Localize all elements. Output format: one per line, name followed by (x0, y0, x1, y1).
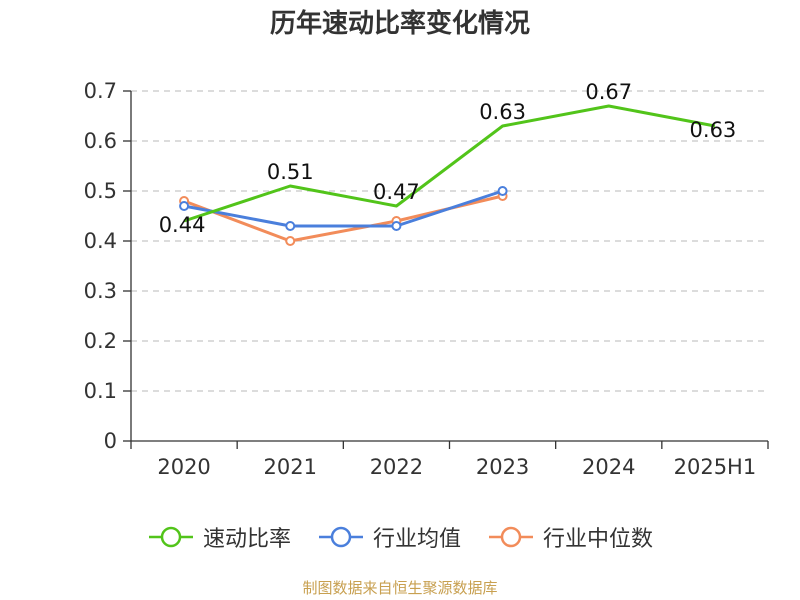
legend-marker-icon (318, 526, 363, 548)
data-label: 0.47 (373, 180, 420, 204)
legend-label: 速动比率 (202, 527, 291, 552)
legend-label: 行业均值 (372, 527, 461, 552)
series-line (183, 104, 716, 223)
x-tick-label: 2023 (476, 455, 529, 479)
series-line (183, 194, 503, 243)
data-point[interactable] (497, 186, 508, 196)
series (179, 104, 716, 246)
x-tick-label: 2021 (264, 455, 317, 479)
x-tick-label: 2025H1 (674, 455, 757, 479)
legend-marker-icon (148, 526, 193, 548)
x-tick-label: 2024 (582, 455, 635, 479)
data-point[interactable] (391, 221, 402, 231)
chart-title: 历年速动比率变化情况 (269, 9, 530, 39)
legend-item-industry-median[interactable]: 行业中位数 (487, 521, 653, 553)
y-tick-label: 0 (104, 429, 117, 453)
legend-label: 行业中位数 (543, 527, 654, 552)
y-tick-label: 0.3 (84, 279, 117, 303)
series-line (183, 189, 504, 228)
data-label: 0.67 (585, 80, 632, 104)
data-point[interactable] (179, 201, 190, 211)
y-tick-label: 0.6 (84, 129, 117, 153)
axes: 0 0.1 0.2 0.3 0.4 0.5 0.6 0.7 2020 2021 2022 2023 20… (84, 79, 769, 479)
data-label: 0.63 (479, 100, 526, 124)
grid-lines (131, 90, 768, 392)
y-tick-label: 0.4 (84, 229, 117, 253)
legend: 速动比率 行业均值 行业中位数 (0, 519, 800, 555)
y-tick-label: 0.1 (84, 379, 117, 403)
data-label: 0.44 (159, 213, 206, 237)
y-tick-label: 0.7 (84, 79, 117, 103)
source-note: 制图数据来自恒生聚源数据库 (302, 579, 498, 597)
data-label: 0.63 (690, 118, 737, 142)
data-labels: 0.44 0.51 0.47 0.63 0.67 0.63 (159, 80, 737, 237)
x-tick-label: 2020 (157, 455, 210, 479)
data-point[interactable] (285, 236, 296, 246)
legend-marker-icon (489, 526, 533, 548)
legend-item-quick-ratio[interactable]: 速动比率 (147, 521, 291, 553)
x-tick-label: 2022 (370, 455, 423, 479)
data-point[interactable] (285, 221, 296, 231)
legend-item-industry-mean[interactable]: 行业均值 (317, 521, 461, 553)
y-tick-label: 0.2 (84, 329, 117, 353)
y-tick-label: 0.5 (84, 179, 117, 203)
data-label: 0.51 (267, 160, 314, 184)
